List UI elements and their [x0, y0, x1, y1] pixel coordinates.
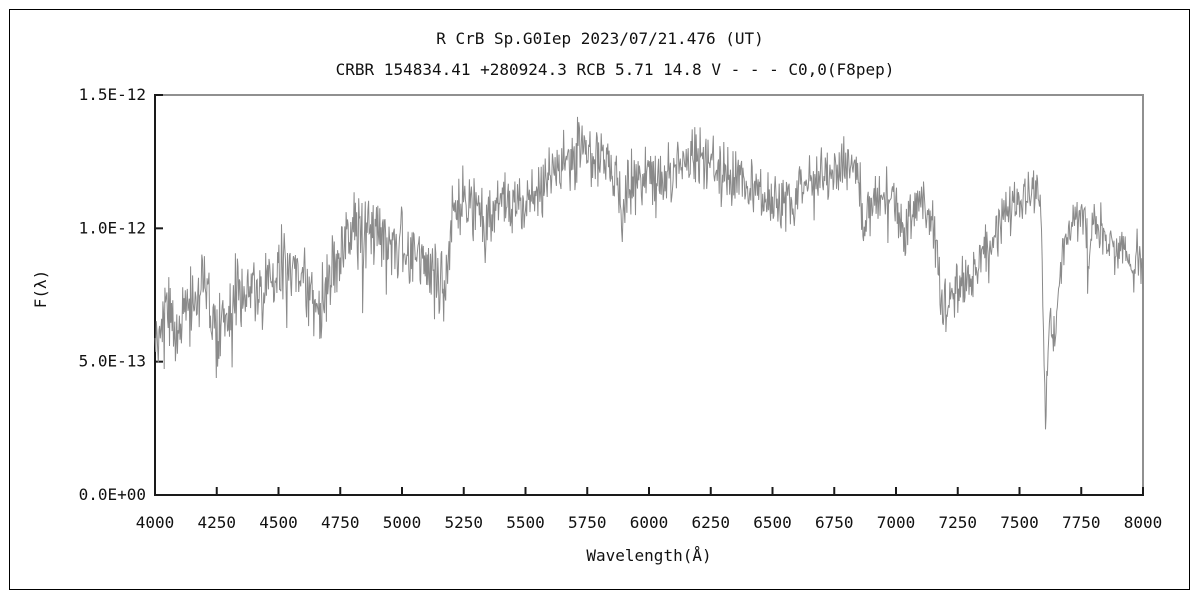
- x-tick-label: 6000: [630, 513, 669, 532]
- spectrum-line: [154, 116, 1144, 430]
- chart-subtitle: CRBR 154834.41 +280924.3 RCB 5.71 14.8 V…: [336, 60, 895, 79]
- x-tick-label: 8000: [1124, 513, 1163, 532]
- x-tick-label: 7500: [1000, 513, 1039, 532]
- x-axis-ticks: [154, 487, 1144, 495]
- x-tick-label: 4750: [321, 513, 360, 532]
- y-axis-ticks: [155, 94, 163, 496]
- y-tick-label: 1.5E-12: [79, 85, 146, 104]
- x-tick-label: 5000: [383, 513, 422, 532]
- y-tick-label: 5.0E-13: [79, 352, 146, 371]
- x-tick-label: 6750: [815, 513, 854, 532]
- chart-title: R CrB Sp.G0Iep 2023/07/21.476 (UT): [436, 29, 764, 48]
- spectrum-line-group: [154, 116, 1144, 430]
- x-axis-tick-labels: 4000 4250 4500 4750 5000 5250 5500 5750 6000 6250…: [136, 513, 1163, 532]
- x-tick-label: 7250: [938, 513, 977, 532]
- x-tick-label: 4000: [136, 513, 175, 532]
- x-tick-label: 4500: [259, 513, 298, 532]
- x-axis-title: Wavelength(Å): [586, 546, 711, 565]
- x-tick-label: 6500: [753, 513, 792, 532]
- x-tick-label: 5500: [506, 513, 545, 532]
- x-tick-label: 6250: [691, 513, 730, 532]
- y-axis-title: F(λ): [31, 270, 50, 309]
- x-tick-label: 7750: [1062, 513, 1101, 532]
- x-tick-label: 7000: [877, 513, 916, 532]
- x-tick-label: 5250: [444, 513, 483, 532]
- y-axis-tick-labels: 0.0E+00 5.0E-13 1.0E-12 1.5E-12: [79, 85, 146, 504]
- x-tick-label: 5750: [568, 513, 607, 532]
- y-tick-label: 0.0E+00: [79, 485, 146, 504]
- y-tick-label: 1.0E-12: [79, 218, 146, 237]
- x-tick-label: 4250: [197, 513, 236, 532]
